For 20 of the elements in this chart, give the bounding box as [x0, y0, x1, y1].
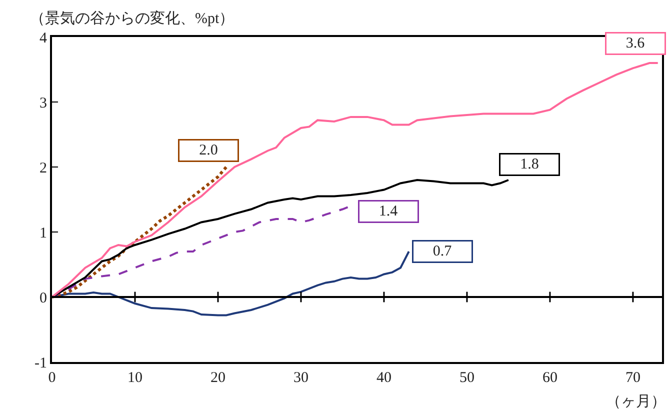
y-tick-label: 1	[40, 225, 47, 242]
x-tick-label: 70	[625, 370, 640, 386]
x-tick-label: 30	[293, 370, 308, 386]
x-tick-label: 60	[542, 370, 558, 386]
y-tick-label: 4	[40, 30, 48, 46]
x-tick-label: 40	[376, 370, 392, 386]
y-axis-title: （景気の谷からの変化、%pt）	[30, 10, 234, 27]
y-tick-label: 2	[40, 160, 47, 176]
annotation: 0.7	[432, 244, 452, 260]
annotation: 2.0	[199, 142, 218, 158]
annotation: 1.4	[378, 204, 398, 220]
y-tick-label: 3	[40, 95, 47, 112]
y-tick-label: -1	[34, 355, 47, 372]
x-tick-label: 10	[127, 370, 142, 386]
x-axis-title: （ヶ月）	[606, 394, 666, 410]
x-tick-label: 20	[210, 370, 226, 386]
annotation: 3.6	[626, 36, 646, 52]
y-tick-label: 0	[40, 290, 47, 306]
x-tick-label: 50	[459, 370, 474, 386]
annotation: 1.8	[520, 156, 539, 172]
